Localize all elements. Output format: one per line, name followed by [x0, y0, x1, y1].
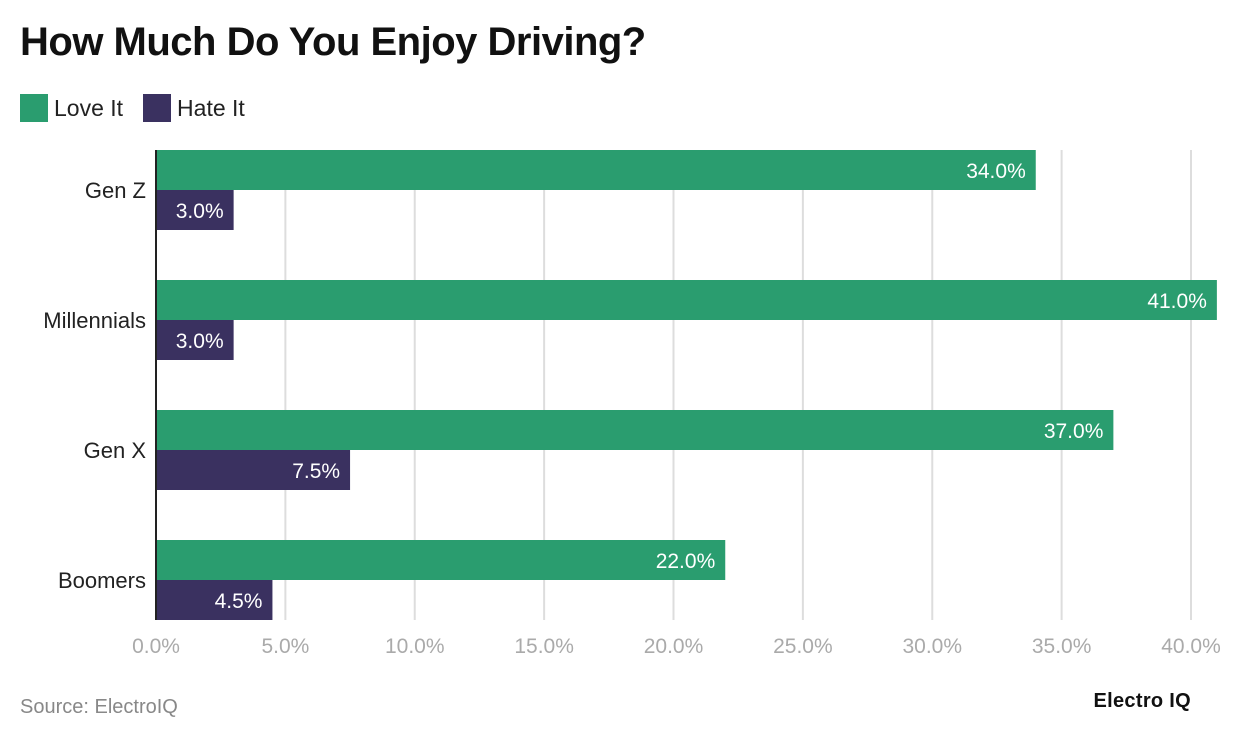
chart-title: How Much Do You Enjoy Driving?: [20, 20, 646, 64]
data-label: 34.0%: [966, 160, 1026, 183]
data-label: 3.0%: [176, 200, 224, 223]
bar-love: [156, 410, 1114, 450]
legend-item-hate: Hate It: [143, 94, 245, 122]
category-label: Gen X: [84, 438, 147, 463]
x-tick-label: 0.0%: [132, 635, 180, 658]
bar-love: [156, 540, 726, 580]
x-tick-label: 35.0%: [1032, 635, 1092, 658]
legend-label-love: Love It: [54, 94, 124, 121]
legend-swatch-hate: [143, 94, 172, 122]
legend-swatch-love: [20, 94, 48, 122]
bar-hate: [156, 320, 234, 360]
bar-hate: [156, 450, 351, 490]
bar-hate: [156, 190, 234, 230]
source-note: Source: ElectroIQ: [20, 696, 178, 718]
data-label: 37.0%: [1044, 420, 1104, 443]
bar-hate: [156, 580, 273, 620]
legend-label-hate: Hate It: [177, 94, 245, 121]
x-tick-label: 10.0%: [385, 635, 445, 658]
data-label: 3.0%: [176, 330, 224, 353]
x-tick-label: 40.0%: [1161, 635, 1221, 658]
legend: Love It Hate It: [20, 94, 265, 122]
x-tick-label: 25.0%: [773, 635, 833, 658]
x-tick-label: 5.0%: [261, 635, 309, 658]
x-tick-label: 30.0%: [902, 635, 962, 658]
data-label: 4.5%: [215, 590, 263, 613]
x-tick-label: 20.0%: [644, 635, 704, 658]
data-label: 7.5%: [292, 460, 340, 483]
category-label: Gen Z: [85, 178, 146, 203]
data-label: 41.0%: [1147, 290, 1207, 313]
category-label: Millennials: [43, 308, 146, 333]
bar-love: [156, 280, 1217, 320]
brand-logo: Electro IQ: [1093, 690, 1191, 712]
x-tick-label: 15.0%: [514, 635, 574, 658]
data-label: 22.0%: [656, 550, 716, 573]
bar-love: [156, 150, 1036, 190]
category-label: Boomers: [58, 568, 146, 593]
legend-item-love: Love It: [20, 94, 123, 122]
